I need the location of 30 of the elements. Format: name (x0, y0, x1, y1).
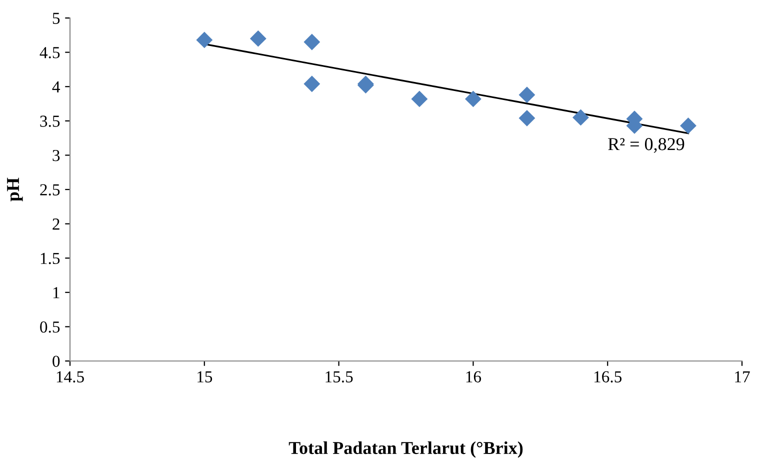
point (250, 30, 266, 47)
y-tick-label: 1 (53, 287, 60, 298)
point (196, 32, 213, 48)
point (411, 90, 428, 108)
x-tick-label: 15.5 (326, 371, 353, 383)
point (304, 76, 320, 92)
y-tick-label: 3 (52, 150, 60, 162)
y-axis-title: pH (7, 178, 23, 202)
y-tick-label: 1.5 (40, 252, 60, 264)
point (518, 86, 536, 104)
y-tick-label: 3.5 (40, 116, 60, 127)
x-tick-label: 15 (198, 371, 212, 382)
point (304, 34, 320, 50)
x-axis-title: Total Padatan Terlarut (°Brix) (288, 441, 523, 458)
y-tick-label: 5 (52, 12, 60, 24)
y-tick-label: 4 (52, 81, 60, 92)
y-tick-label: 4.5 (40, 47, 60, 58)
x-tick-label: 17 (735, 371, 750, 382)
y-tick-label: 0.5 (40, 321, 60, 333)
y-tick-label: 0 (52, 356, 60, 367)
x-tick-label: 14.5 (56, 371, 84, 383)
point (572, 109, 589, 126)
y-tick-label: 2.5 (40, 184, 60, 196)
annotation: R² = 0,829 (608, 138, 684, 153)
point (464, 90, 482, 108)
point (680, 117, 696, 134)
x-tick-label: 16.5 (594, 371, 622, 383)
y-tick-label: 2 (52, 218, 60, 230)
point (518, 110, 536, 126)
x-tick-label: 16 (466, 371, 482, 382)
